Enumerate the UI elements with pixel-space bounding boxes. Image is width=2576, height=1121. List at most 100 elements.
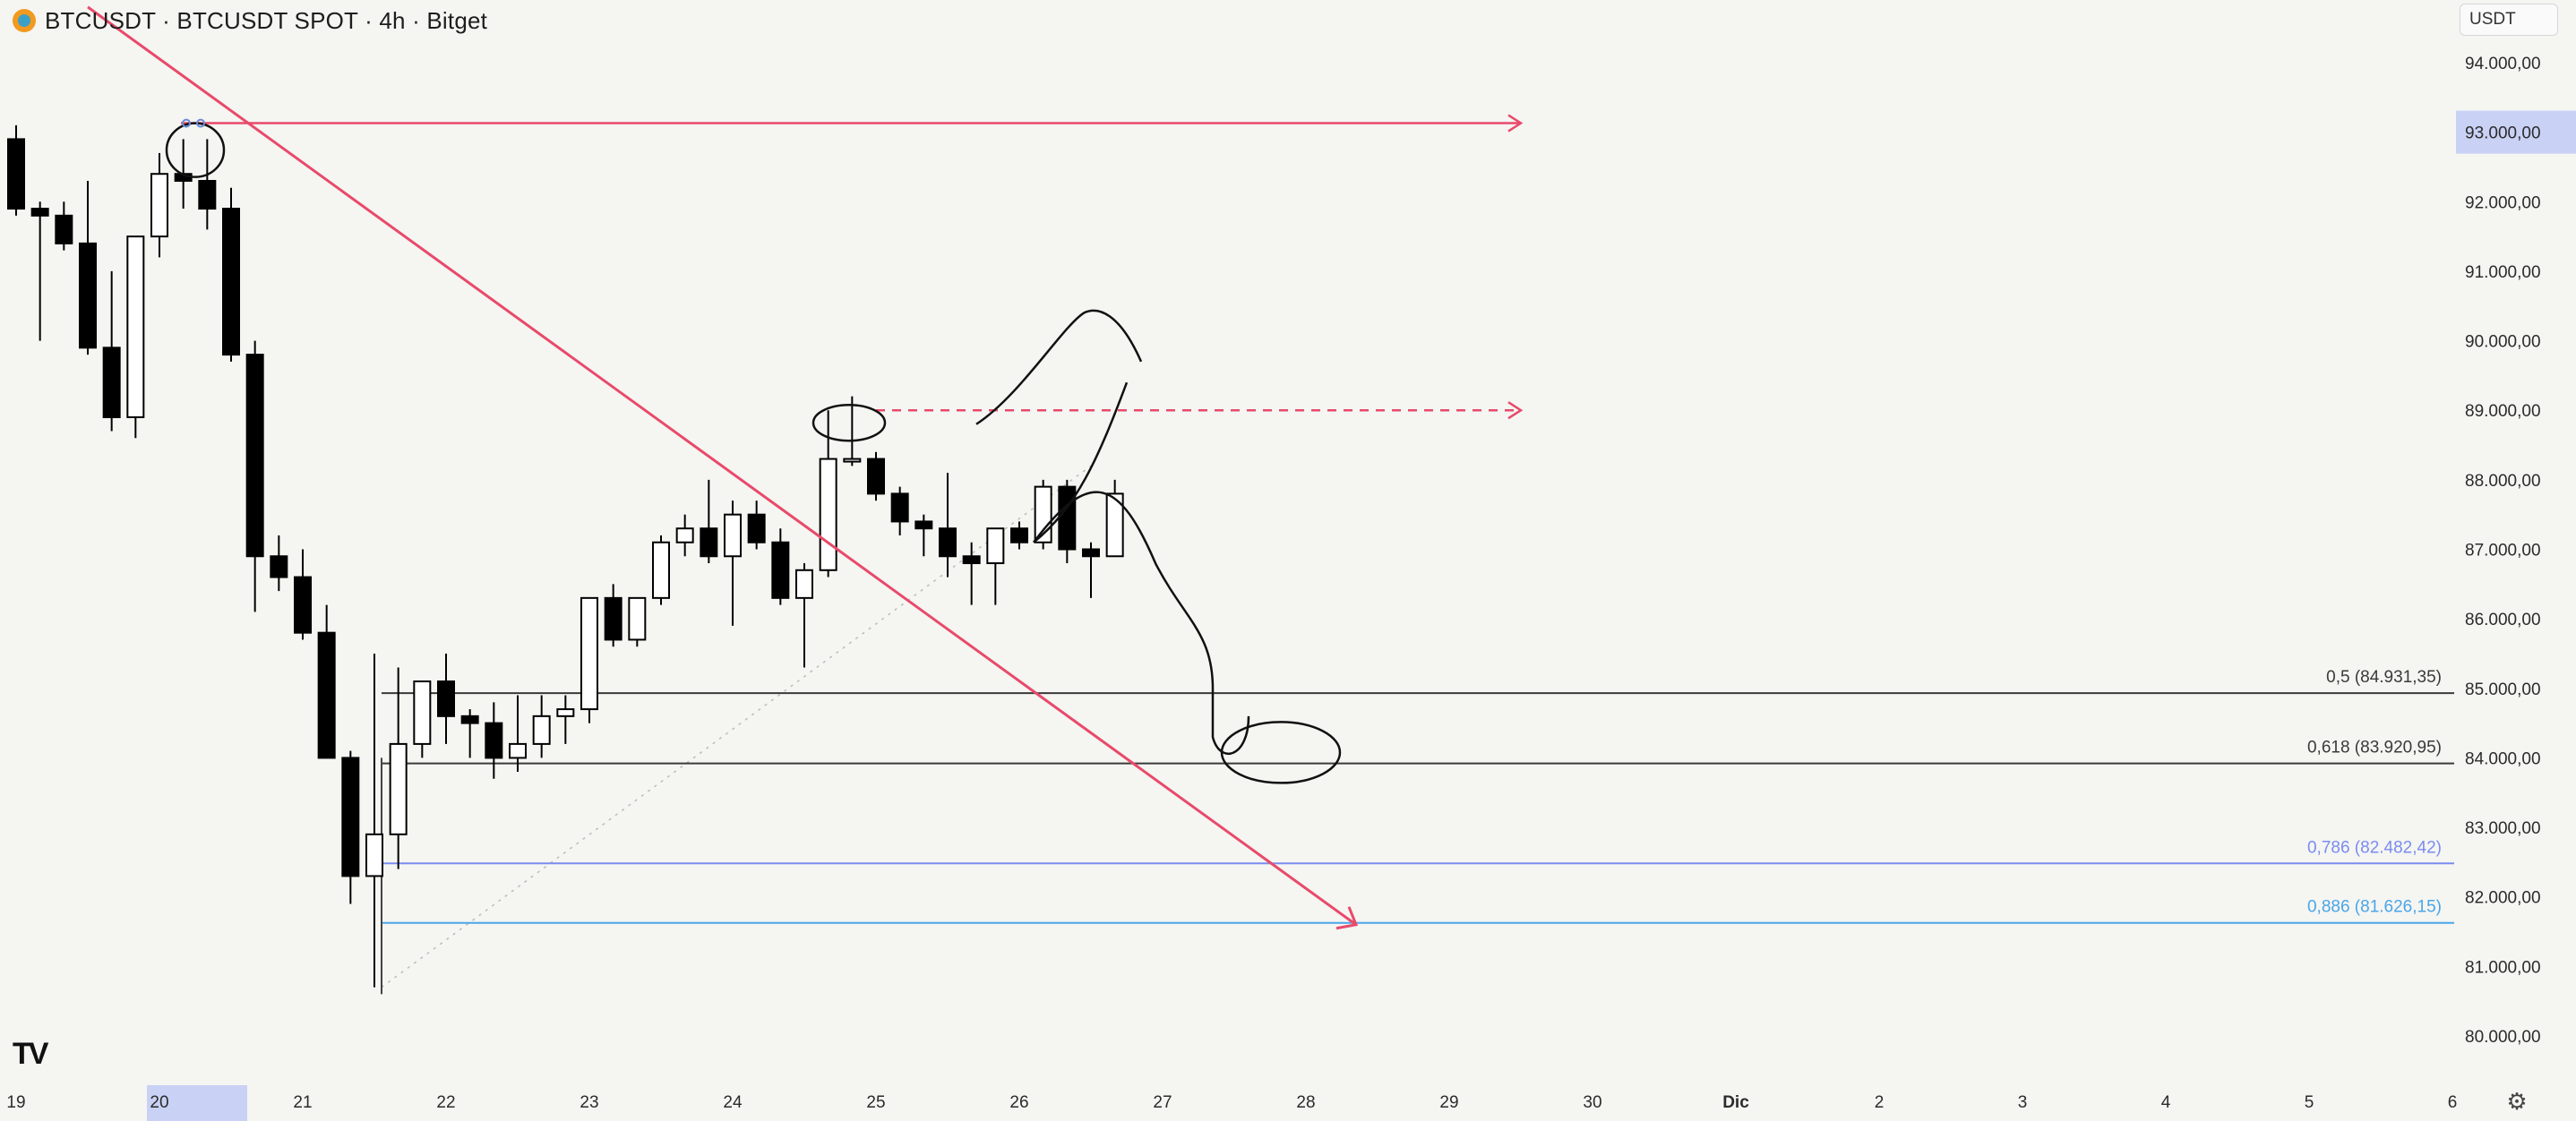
time-tick-label: 5: [2305, 1093, 2314, 1112]
candle-body: [1058, 485, 1077, 551]
bitcoin-icon: [13, 9, 36, 32]
downtrend-arrow-icon: [1335, 906, 1359, 930]
candle-body: [580, 596, 598, 711]
price-tick-label: 92.000,00: [2465, 193, 2541, 212]
time-axis: [0, 1085, 2576, 1121]
time-tick-label: 2: [1875, 1093, 1885, 1112]
price-tick-label: 91.000,00: [2465, 263, 2541, 282]
time-tick-label: 22: [436, 1093, 455, 1112]
settings-gear-icon[interactable]: ⚙: [2506, 1088, 2528, 1115]
candle-body: [341, 757, 360, 877]
candle-body: [413, 680, 432, 745]
candle-body: [843, 458, 862, 463]
anchor-dot: [182, 118, 191, 128]
price-tick-label: 93.000,00: [2465, 124, 2541, 143]
price-tick-label: 83.000,00: [2465, 819, 2541, 838]
candle-body: [437, 680, 455, 717]
candle-body: [1010, 527, 1028, 543]
fib-level-label: 0,886 (81.626,15): [2307, 898, 2442, 917]
candle-body: [652, 541, 670, 599]
candle-body: [126, 235, 145, 418]
projection-path-up: [975, 309, 1143, 543]
candle-body: [79, 242, 97, 349]
candle-body: [628, 596, 647, 641]
candle-body: [1082, 548, 1100, 558]
top-circle-drawing: [165, 122, 226, 178]
candle-body: [1034, 485, 1052, 543]
price-tick-label: 86.000,00: [2465, 611, 2541, 629]
projection-path-down: [1032, 491, 1250, 755]
candle-body: [389, 742, 408, 835]
candle-body: [914, 520, 933, 530]
fib-level-label: 0,618 (83.920,95): [2307, 739, 2442, 757]
resistance-arrow: [1507, 114, 1524, 133]
time-axis-highlight: [147, 1085, 247, 1121]
candle-body: [795, 569, 813, 599]
candle-body: [509, 742, 527, 759]
candle-body: [867, 458, 885, 495]
resistance-arrow: [1507, 401, 1524, 420]
candle-body: [724, 513, 742, 558]
candle-body: [7, 138, 25, 210]
fib-level-label: 0,786 (82.482,42): [2307, 838, 2442, 857]
candle-body: [150, 173, 168, 238]
tradingview-logo-icon: TV: [13, 1037, 48, 1071]
mid-circle-drawing: [811, 403, 887, 442]
candle-body: [294, 576, 312, 634]
time-tick-label: 30: [1583, 1093, 1601, 1112]
fib-base-line: [381, 465, 1092, 988]
chart-title-bar: BTCUSDT · BTCUSDT SPOT · 4h · Bitget: [13, 5, 487, 36]
candle-body: [532, 715, 551, 745]
time-tick-label: 3: [2018, 1093, 2028, 1112]
time-tick-label: 27: [1153, 1093, 1172, 1112]
candle-body: [556, 708, 575, 717]
candle-body: [819, 458, 837, 571]
time-tick-label: 28: [1296, 1093, 1315, 1112]
price-tick-label: 94.000,00: [2465, 55, 2541, 73]
candle-body: [365, 833, 383, 877]
candle-body: [962, 555, 981, 565]
time-tick-label: 23: [580, 1093, 598, 1112]
candle-body: [890, 492, 909, 523]
symbol-title[interactable]: BTCUSDT · BTCUSDT SPOT · 4h · Bitget: [45, 6, 488, 34]
candle-body: [55, 214, 73, 244]
candle-body: [986, 527, 1005, 565]
candle-body: [460, 715, 479, 724]
fib-level-label: 0,5 (84.931,35): [2326, 668, 2442, 687]
price-tick-label: 82.000,00: [2465, 889, 2541, 908]
time-tick-label: 21: [293, 1093, 312, 1112]
candle-body: [317, 631, 336, 759]
price-tick-label: 85.000,00: [2465, 680, 2541, 699]
time-tick-label: 6: [2448, 1093, 2458, 1112]
candle-body: [675, 527, 694, 543]
downtrend-line: [87, 5, 1357, 926]
anchor-dot: [196, 118, 205, 128]
currency-selector[interactable]: USDT: [2460, 4, 2558, 36]
price-tick-label: 87.000,00: [2465, 542, 2541, 560]
time-tick-label: Dic: [1722, 1093, 1749, 1112]
candle-body: [102, 347, 121, 418]
price-tick-label: 89.000,00: [2465, 402, 2541, 421]
time-tick-label: 24: [723, 1093, 743, 1112]
time-tick-label: 26: [1009, 1093, 1028, 1112]
time-tick-label: 19: [6, 1093, 25, 1112]
price-tick-label: 88.000,00: [2465, 472, 2541, 491]
candle-body: [700, 527, 718, 558]
candle-body: [30, 208, 49, 217]
candle-body: [485, 722, 503, 759]
candle-body: [604, 596, 623, 641]
price-tick-label: 81.000,00: [2465, 958, 2541, 977]
time-tick-label: 20: [150, 1093, 168, 1112]
candle-body: [198, 179, 217, 210]
candle-body: [747, 513, 766, 543]
candle-body: [222, 208, 240, 356]
time-tick-label: 25: [866, 1093, 885, 1112]
price-tick-label: 84.000,00: [2465, 749, 2541, 768]
candle-body: [1105, 492, 1124, 558]
candle-body: [939, 527, 957, 558]
time-tick-label: 29: [1439, 1093, 1458, 1112]
price-axis-highlight: [2456, 110, 2576, 154]
